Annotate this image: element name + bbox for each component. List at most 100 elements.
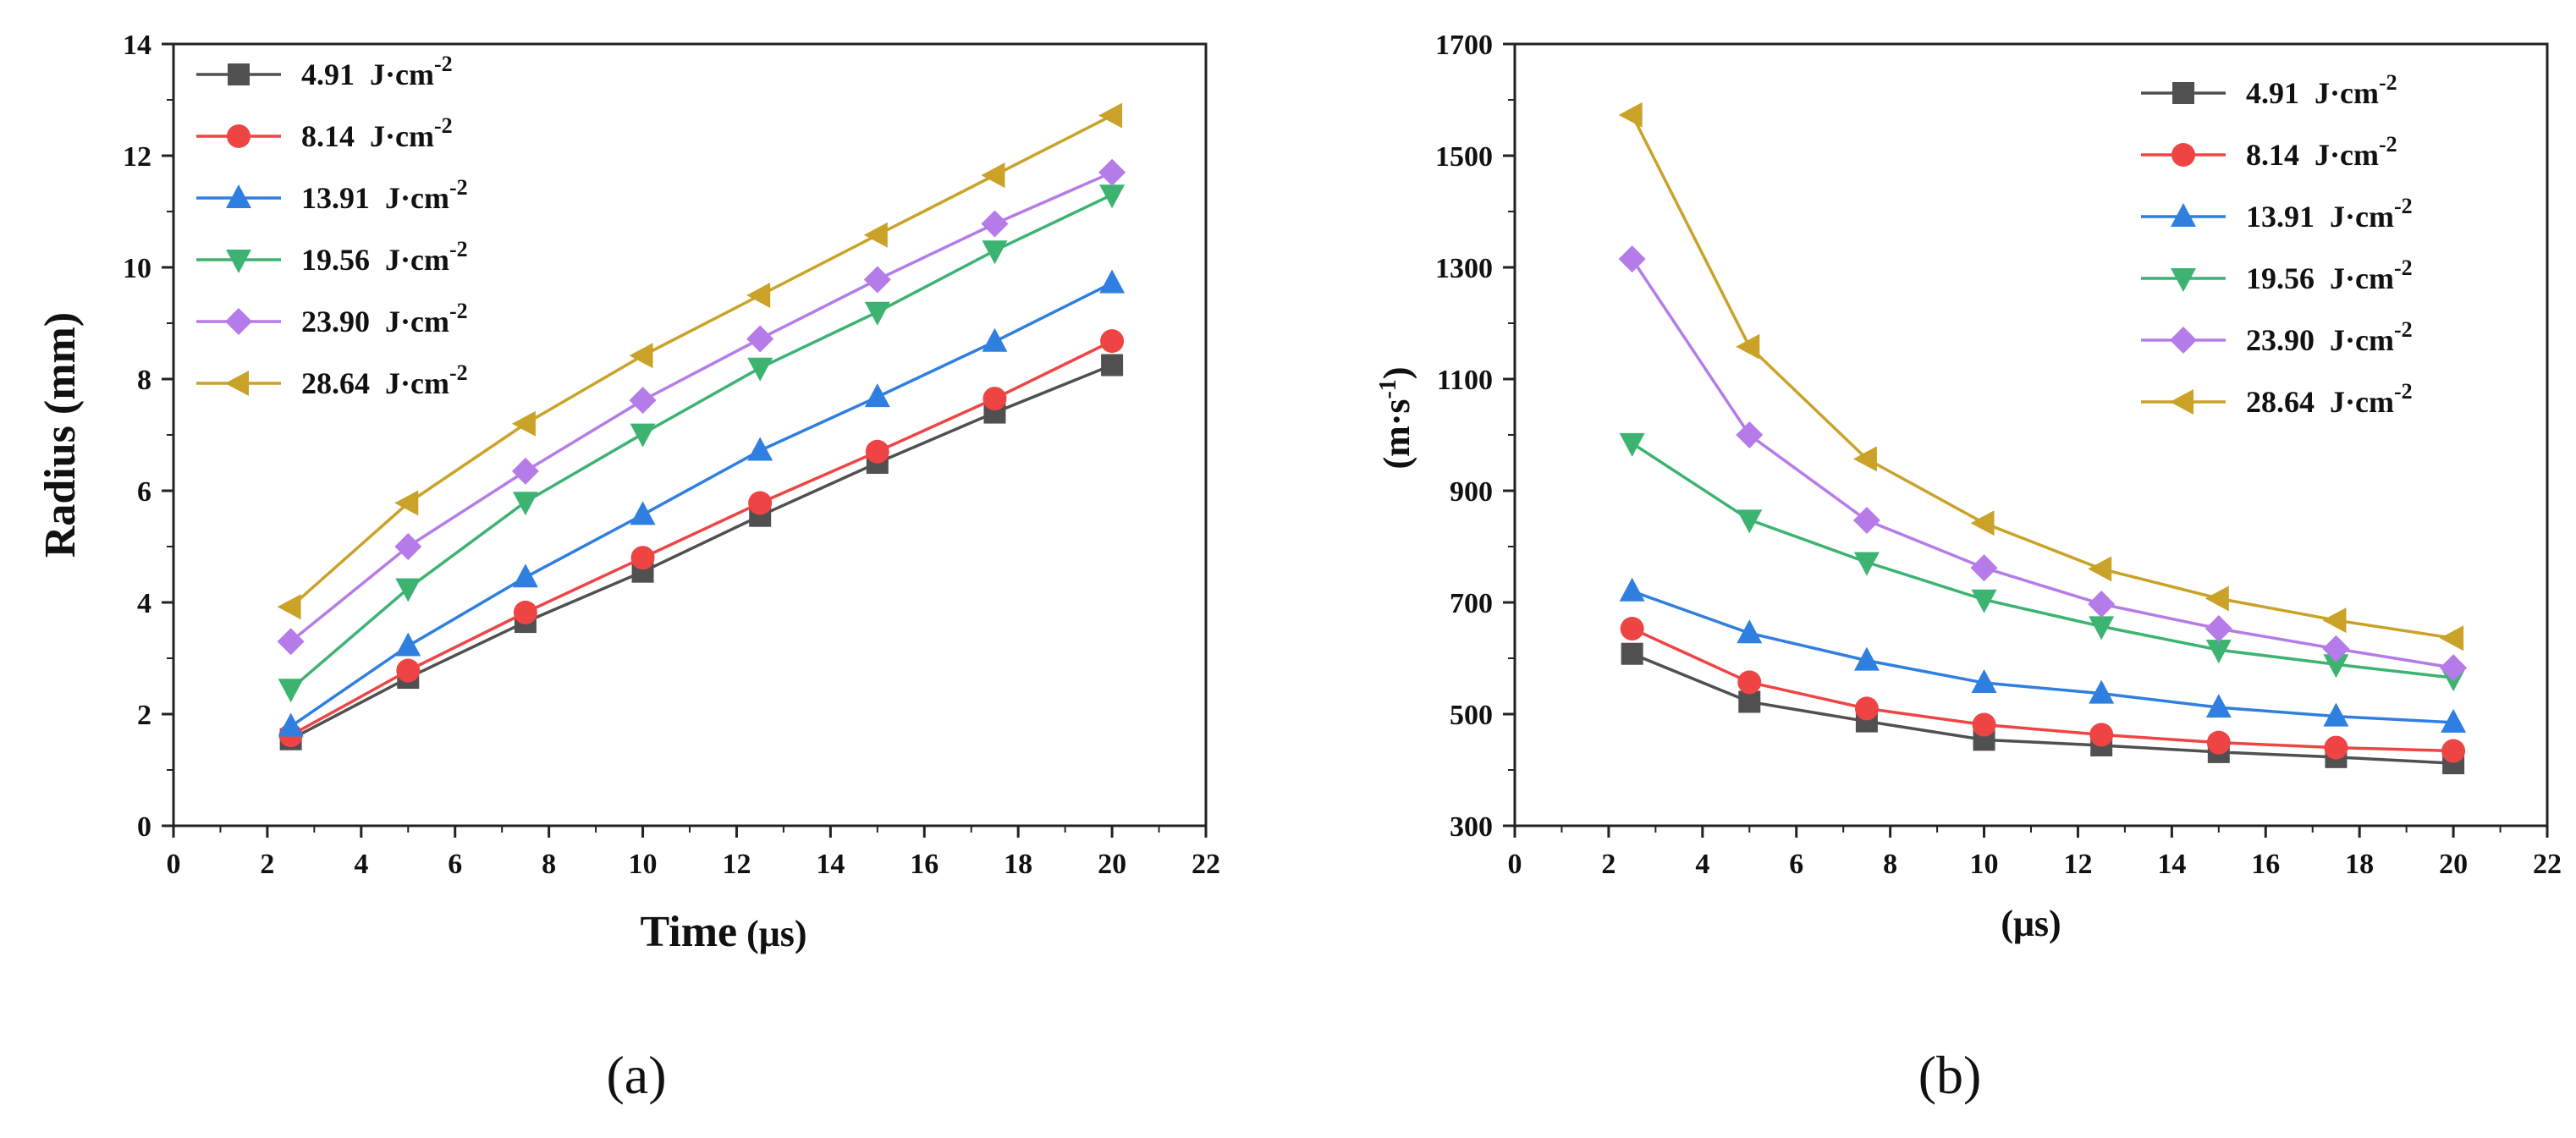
x-axis-title: Time (μs) xyxy=(641,908,807,956)
y-tick-label: 700 xyxy=(1450,588,1493,619)
legend-exponent: -2 xyxy=(2394,379,2413,404)
x-tick-label: 6 xyxy=(448,849,462,880)
legend-value: 4.91 xyxy=(301,58,355,91)
data-point xyxy=(2323,654,2349,679)
data-point xyxy=(1618,245,1646,273)
data-point xyxy=(2440,625,2464,651)
legend-unit: J·cm xyxy=(2299,138,2379,172)
data-point xyxy=(864,383,890,408)
data-point xyxy=(630,423,656,448)
x-tick-label: 12 xyxy=(722,849,751,880)
x-tick-label: 22 xyxy=(2533,849,2562,880)
data-point xyxy=(395,632,421,657)
data-point xyxy=(1736,421,1764,448)
plot-frame xyxy=(1513,42,2549,827)
legend-unit: J·cm xyxy=(2315,323,2394,357)
series-28.64 xyxy=(1618,102,2464,651)
data-point xyxy=(2089,679,2115,704)
data-point xyxy=(1100,329,1125,354)
legend-value: 8.14 xyxy=(2246,138,2299,172)
legend-value: 8.14 xyxy=(301,119,355,153)
legend-marker xyxy=(227,124,250,148)
legend-exponent: -2 xyxy=(449,175,468,200)
legend-marker xyxy=(226,184,251,208)
chart-panel-b: 0 2 4 6 8 10 12 14 16 18 20 22 300 500 700 900 1100 1300 1… xyxy=(1375,30,2562,944)
series-line xyxy=(289,193,1113,690)
legend-label: 28.64 J·cm-2 xyxy=(2246,379,2413,419)
data-point xyxy=(2441,708,2467,733)
data-point xyxy=(278,679,304,703)
x-tick-label: 16 xyxy=(910,849,938,880)
y-tick-label: 0 xyxy=(137,811,151,843)
legend-exponent: -2 xyxy=(449,360,468,385)
legend-exponent: -2 xyxy=(434,113,453,138)
data-point xyxy=(1853,646,1880,671)
y-tick-label: 500 xyxy=(1450,700,1493,731)
legend-label: 23.90 J·cm-2 xyxy=(2246,317,2413,357)
legend-unit: J·cm xyxy=(2315,200,2394,234)
x-tick-label: 4 xyxy=(1695,849,1709,880)
legend-value: 13.91 xyxy=(301,181,370,215)
legend-marker xyxy=(2171,203,2196,227)
x-tick-label: 6 xyxy=(1789,849,1803,880)
data-point xyxy=(396,658,421,683)
data-point xyxy=(1737,670,1762,695)
data-point xyxy=(1970,510,1995,536)
y-tick-label: 6 xyxy=(137,476,151,508)
data-point xyxy=(630,501,656,525)
y-tick-label: 14 xyxy=(123,30,151,61)
legend-exponent: -2 xyxy=(2394,194,2413,218)
series-8.14 xyxy=(1620,617,2466,763)
data-point xyxy=(864,301,890,326)
data-point xyxy=(746,325,774,353)
y-tick-label: 10 xyxy=(123,253,151,284)
legend: 4.91 J·cm-28.14 J·cm-213.91 J·cm-219.56 … xyxy=(196,52,468,400)
y-tick-label: 4 xyxy=(137,588,151,619)
data-point xyxy=(1970,554,1998,582)
x-tick-label: 0 xyxy=(167,849,181,880)
series-line xyxy=(1631,627,2454,753)
x-axis-title: (μs) xyxy=(2001,903,2061,944)
y-tick-label: 1500 xyxy=(1435,141,1493,173)
data-point xyxy=(1852,506,1880,534)
series-23.90 xyxy=(1618,245,2468,682)
data-point xyxy=(2088,556,2112,582)
legend-exponent: -2 xyxy=(2394,256,2413,280)
legend-value: 19.56 xyxy=(2246,261,2315,295)
data-point xyxy=(2205,694,2232,718)
series-line xyxy=(289,281,1113,728)
legend-label: 8.14 J·cm-2 xyxy=(2246,132,2397,172)
data-point xyxy=(747,437,773,461)
legend-exponent: -2 xyxy=(2379,132,2397,157)
data-point xyxy=(630,546,655,570)
legend-label: 19.56 J·cm-2 xyxy=(301,237,468,277)
legend-label: 4.91 J·cm-2 xyxy=(301,52,453,91)
data-point xyxy=(1101,354,1124,377)
series-line xyxy=(289,363,1113,741)
data-point xyxy=(981,162,1005,189)
legend-marker xyxy=(2170,327,2197,354)
data-point xyxy=(511,457,539,485)
data-point xyxy=(1971,669,1997,694)
series-23.90 xyxy=(277,158,1126,656)
data-point xyxy=(1971,589,1997,613)
series-13.91 xyxy=(278,269,1126,737)
data-point xyxy=(981,210,1009,238)
legend-label: 23.90 J·cm-2 xyxy=(301,299,468,338)
legend-unit: J·cm xyxy=(370,305,449,338)
data-point xyxy=(1737,509,1763,534)
x-tick-label: 10 xyxy=(629,849,658,880)
data-point xyxy=(2441,739,2466,763)
series-line xyxy=(1631,442,2454,679)
legend-marker xyxy=(2170,389,2193,415)
data-point xyxy=(395,578,421,602)
data-point xyxy=(277,594,301,620)
data-point xyxy=(1852,446,1877,472)
series-19.56 xyxy=(1619,432,2467,692)
legend-marker xyxy=(225,308,252,335)
panel-label-b: (b) xyxy=(1918,1045,1982,1105)
series-line xyxy=(1632,590,2454,724)
data-point xyxy=(2089,723,2114,747)
legend-value: 28.64 xyxy=(301,366,370,400)
